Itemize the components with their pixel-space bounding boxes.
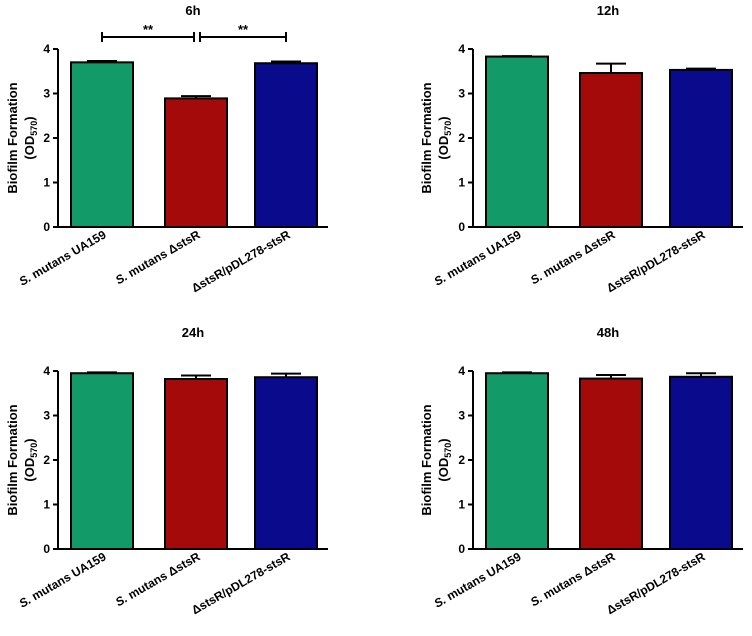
category-prefix-0: S. <box>17 269 37 288</box>
y-tick-label-1: 1 <box>458 498 465 512</box>
bar-0 <box>70 61 134 228</box>
chart-panel-48h: 48h Biofilm Formation (OD570) 0 1 2 3 4 S. mutan… <box>419 325 743 617</box>
y-unit-open: (OD <box>436 136 451 160</box>
category-name-2: ΔstsR/pDL278-stsR <box>189 549 293 617</box>
bar-2 <box>254 376 318 551</box>
category-name-0: mutans UA159 <box>29 549 108 603</box>
significance-label-0: ** <box>143 22 154 37</box>
y-axis-label-main: Biofilm Formation <box>419 82 434 193</box>
category-name-1: mutans ΔstsR <box>126 549 203 602</box>
category-prefix-0: S. <box>432 269 452 288</box>
y-unit-subscript: 570 <box>29 121 39 136</box>
category-label-1: S. mutans ΔstsR <box>528 549 618 609</box>
y-tick-label-4: 4 <box>43 42 50 56</box>
y-axis-label-main: Biofilm Formation <box>5 82 20 193</box>
chart-title: 12h <box>597 3 619 18</box>
y-unit-close: ) <box>436 438 451 442</box>
bar-2 <box>669 375 733 550</box>
y-axis-label-unit: (OD570) <box>22 116 39 159</box>
chart-title: 6h <box>185 3 200 18</box>
category-name-2: ΔstsR/pDL278-stsR <box>604 227 708 295</box>
y-tick-label-2: 2 <box>43 453 50 467</box>
y-unit-open: (OD <box>436 458 451 482</box>
category-label-2: ΔstsR/pDL278-stsR <box>189 549 293 617</box>
category-name-1: mutans ΔstsR <box>541 549 618 602</box>
category-label-2: ΔstsR/pDL278-stsR <box>189 227 293 295</box>
category-label-1: S. mutans ΔstsR <box>113 227 203 287</box>
y-unit-subscript: 570 <box>29 443 39 458</box>
y-axis-label: Biofilm Formation (OD570) <box>419 404 453 515</box>
chart-title: 48h <box>597 325 619 340</box>
y-tick-label-1: 1 <box>43 176 50 190</box>
category-prefix-1: S. <box>528 590 548 609</box>
category-name-1: mutans ΔstsR <box>541 227 618 280</box>
y-tick-label-3: 3 <box>43 409 50 423</box>
y-unit-subscript: 570 <box>443 443 453 458</box>
y-unit-close: ) <box>22 116 37 120</box>
bar-0 <box>70 372 134 550</box>
category-label-0: S. mutans UA159 <box>17 227 109 288</box>
category-label-0: S. mutans UA159 <box>432 549 524 610</box>
y-axis-label-unit: (OD570) <box>22 438 39 481</box>
y-axis-label-main: Biofilm Formation <box>419 404 434 515</box>
category-prefix-1: S. <box>113 590 133 609</box>
y-tick-label-3: 3 <box>43 87 50 101</box>
y-tick-label-0: 0 <box>43 542 50 556</box>
y-axis-label-main: Biofilm Formation <box>5 404 20 515</box>
category-label-0: S. mutans UA159 <box>17 549 109 610</box>
chart-panel-12h: 12h Biofilm Formation (OD570) 0 1 2 3 4 S. mutan… <box>419 3 743 295</box>
y-axis-label-unit: (OD570) <box>436 438 453 481</box>
y-unit-subscript: 570 <box>443 121 453 136</box>
bar-1 <box>579 377 643 550</box>
bar-1 <box>579 72 643 228</box>
bar-1 <box>164 378 228 551</box>
y-tick-label-1: 1 <box>458 176 465 190</box>
chart-title: 24h <box>182 325 204 340</box>
y-tick-label-1: 1 <box>43 498 50 512</box>
y-tick-label-0: 0 <box>43 220 50 234</box>
y-tick-label-3: 3 <box>458 87 465 101</box>
bar-0 <box>485 55 549 228</box>
y-axis-label-unit: (OD570) <box>436 116 453 159</box>
y-unit-open: (OD <box>22 458 37 482</box>
y-axis-label: Biofilm Formation (OD570) <box>419 82 453 193</box>
y-tick-label-2: 2 <box>43 131 50 145</box>
y-unit-close: ) <box>22 438 37 442</box>
y-unit-open: (OD <box>22 136 37 160</box>
chart-panel-24h: 24h Biofilm Formation (OD570) 0 1 2 3 4 S. mutan… <box>5 325 328 617</box>
y-tick-label-4: 4 <box>458 364 465 378</box>
significance-label-1: ** <box>238 22 249 37</box>
category-name-0: mutans UA159 <box>444 549 523 603</box>
y-axis-label: Biofilm Formation (OD570) <box>5 404 39 515</box>
y-tick-label-0: 0 <box>458 220 465 234</box>
y-tick-label-4: 4 <box>458 42 465 56</box>
category-prefix-0: S. <box>17 591 37 610</box>
y-axis-label: Biofilm Formation (OD570) <box>5 82 39 193</box>
category-name-2: ΔstsR/pDL278-stsR <box>604 549 708 617</box>
y-tick-label-0: 0 <box>458 542 465 556</box>
category-label-2: ΔstsR/pDL278-stsR <box>604 549 708 617</box>
category-name-2: ΔstsR/pDL278-stsR <box>189 227 293 295</box>
y-tick-label-2: 2 <box>458 131 465 145</box>
y-tick-label-4: 4 <box>43 364 50 378</box>
bar-2 <box>669 68 733 229</box>
category-label-2: ΔstsR/pDL278-stsR <box>604 227 708 295</box>
category-prefix-0: S. <box>432 591 452 610</box>
category-label-0: S. mutans UA159 <box>432 227 524 288</box>
y-tick-label-2: 2 <box>458 453 465 467</box>
bar-2 <box>254 62 318 228</box>
category-name-1: mutans ΔstsR <box>126 227 203 280</box>
y-tick-label-3: 3 <box>458 409 465 423</box>
bar-0 <box>485 372 549 550</box>
category-label-1: S. mutans ΔstsR <box>113 549 203 609</box>
category-label-1: S. mutans ΔstsR <box>528 227 618 287</box>
category-prefix-1: S. <box>528 268 548 287</box>
y-unit-close: ) <box>436 116 451 120</box>
category-name-0: mutans UA159 <box>444 227 523 281</box>
bar-1 <box>164 97 228 228</box>
chart-panel-6h: 6h Biofilm Formation (OD570) 0 1 2 3 4 S. mutans… <box>5 3 328 295</box>
category-prefix-1: S. <box>113 268 133 287</box>
category-name-0: mutans UA159 <box>29 227 108 281</box>
